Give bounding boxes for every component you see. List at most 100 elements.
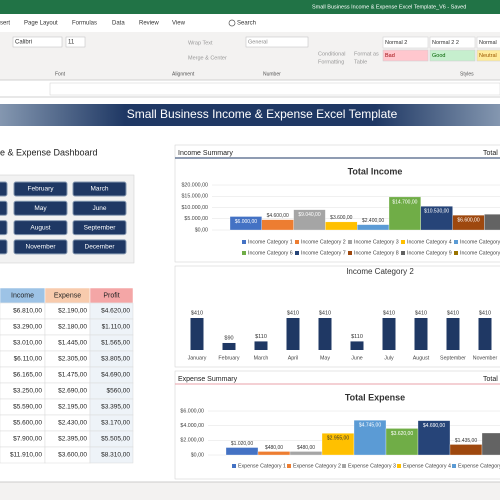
- legend-swatch: [242, 240, 246, 244]
- x-tick-label: May: [320, 355, 330, 361]
- ribbon-tab[interactable]: Review: [139, 21, 159, 27]
- ribbon-tab[interactable]: sert: [0, 21, 10, 27]
- ribbon-tab[interactable]: Formulas: [72, 21, 97, 27]
- month-button[interactable]: [0, 220, 8, 236]
- x-tick-label: August: [413, 355, 430, 361]
- month-label: August: [30, 224, 50, 231]
- cell-text: $2.190,00: [58, 308, 87, 315]
- legend-swatch: [342, 464, 346, 468]
- ribbon-group: Styles: [460, 71, 474, 77]
- style-swatch[interactable]: [382, 36, 429, 49]
- bar: [225, 447, 259, 456]
- format-table-2[interactable]: Table: [354, 59, 367, 65]
- month-label: November: [26, 244, 57, 251]
- cell-text: $8.310,00: [101, 452, 130, 459]
- month-button[interactable]: [13, 181, 68, 197]
- month-button[interactable]: [0, 181, 8, 197]
- month-button[interactable]: [72, 181, 127, 197]
- bar: [222, 342, 236, 350]
- legend-swatch: [401, 240, 405, 244]
- value-label: $9.040,00: [298, 212, 320, 218]
- ribbon-tab[interactable]: View: [172, 21, 186, 27]
- header-text: Profit: [103, 292, 119, 299]
- legend-label: Income Category 8: [354, 250, 399, 256]
- value-label: $3.600,00: [330, 215, 352, 221]
- format-box[interactable]: [245, 36, 309, 48]
- cell-text: $3.170,00: [101, 420, 130, 427]
- cell-text: $6.110,00: [14, 356, 43, 363]
- value-label: $410: [415, 310, 427, 316]
- month-button[interactable]: [13, 239, 68, 255]
- value-label: $4.690,00: [423, 423, 445, 429]
- merge-center[interactable]: Merge & Center: [188, 55, 227, 61]
- cell-text: $2.305,00: [58, 356, 87, 363]
- legend-swatch: [401, 251, 405, 255]
- sheet-tabs: [0, 482, 500, 500]
- month-label: June: [92, 205, 106, 212]
- conditional-1[interactable]: Conditional: [318, 51, 346, 57]
- value-label: $14.700,00: [392, 199, 417, 205]
- ribbon-group: Alignment: [172, 71, 195, 77]
- cell-text: $4.620,00: [101, 308, 130, 315]
- x-tick-label: November: [473, 355, 498, 361]
- x-tick-label: January: [188, 355, 207, 361]
- legend-label: Income Category 1: [248, 239, 293, 245]
- cell-text: $4.690,00: [101, 372, 130, 379]
- cell-text: $5.590,00: [13, 404, 42, 411]
- month-button[interactable]: [13, 200, 68, 216]
- style-swatch[interactable]: [382, 49, 429, 62]
- x-tick-label: September: [440, 355, 466, 361]
- bar: [254, 341, 268, 350]
- value-label: $110: [351, 334, 363, 340]
- legend-label: Expense Category 4: [403, 463, 451, 469]
- ribbon-tab[interactable]: Page Layout: [24, 21, 58, 27]
- title-bar: [0, 0, 500, 14]
- month-button[interactable]: [72, 200, 127, 216]
- legend-label: Income Category 10: [460, 250, 500, 256]
- bar: [382, 318, 396, 350]
- chart-total: Total: [483, 150, 498, 157]
- cell-text: $2.395,00: [58, 436, 87, 443]
- bar: [325, 221, 358, 231]
- month-button[interactable]: [72, 220, 127, 236]
- format-table-1[interactable]: Format as: [354, 51, 379, 57]
- header-text: Expense: [54, 292, 81, 299]
- month-button[interactable]: [0, 200, 8, 216]
- bar: [261, 219, 294, 231]
- month-label: March: [90, 186, 108, 193]
- search-icon: [228, 19, 236, 27]
- ribbon-tab[interactable]: Data: [112, 21, 125, 27]
- legend-label: Income Category 3: [354, 239, 399, 245]
- cell-text: $11.910,00: [10, 452, 42, 459]
- cell-text: $1.475,00: [58, 372, 87, 379]
- cell-text: $560,00: [107, 388, 131, 395]
- bar: [484, 214, 500, 231]
- formula-bar[interactable]: [49, 82, 500, 96]
- cell-text: $2.690,00: [58, 388, 87, 395]
- cell-text: $5.600,00: [13, 420, 42, 427]
- size-box[interactable]: [65, 36, 86, 48]
- style-name: Neutral: [479, 53, 497, 59]
- style-swatch[interactable]: [429, 36, 476, 49]
- bar: [446, 318, 460, 350]
- month-button[interactable]: [0, 239, 8, 255]
- legend-swatch: [397, 464, 401, 468]
- value-label: $90: [224, 335, 233, 341]
- conditional-2[interactable]: Formatting: [318, 59, 344, 65]
- legend-swatch: [454, 251, 458, 255]
- cell-text: $3.600,00: [58, 452, 87, 459]
- style-name: Normal 2 2: [432, 40, 459, 46]
- value-label: $410: [383, 310, 395, 316]
- wrap-text[interactable]: Wrap Text: [188, 40, 213, 46]
- month-button[interactable]: [72, 239, 127, 255]
- y-tick-label: $10.000,00: [181, 205, 208, 211]
- style-name: Normal: [479, 40, 497, 46]
- bar: [190, 318, 204, 350]
- style-swatch[interactable]: [429, 49, 476, 62]
- month-button[interactable]: [13, 220, 68, 236]
- ribbon-tab[interactable]: Search: [237, 21, 256, 27]
- y-tick-label: $5.000,00: [184, 216, 208, 222]
- font-box[interactable]: [12, 36, 63, 48]
- bar: [353, 420, 387, 456]
